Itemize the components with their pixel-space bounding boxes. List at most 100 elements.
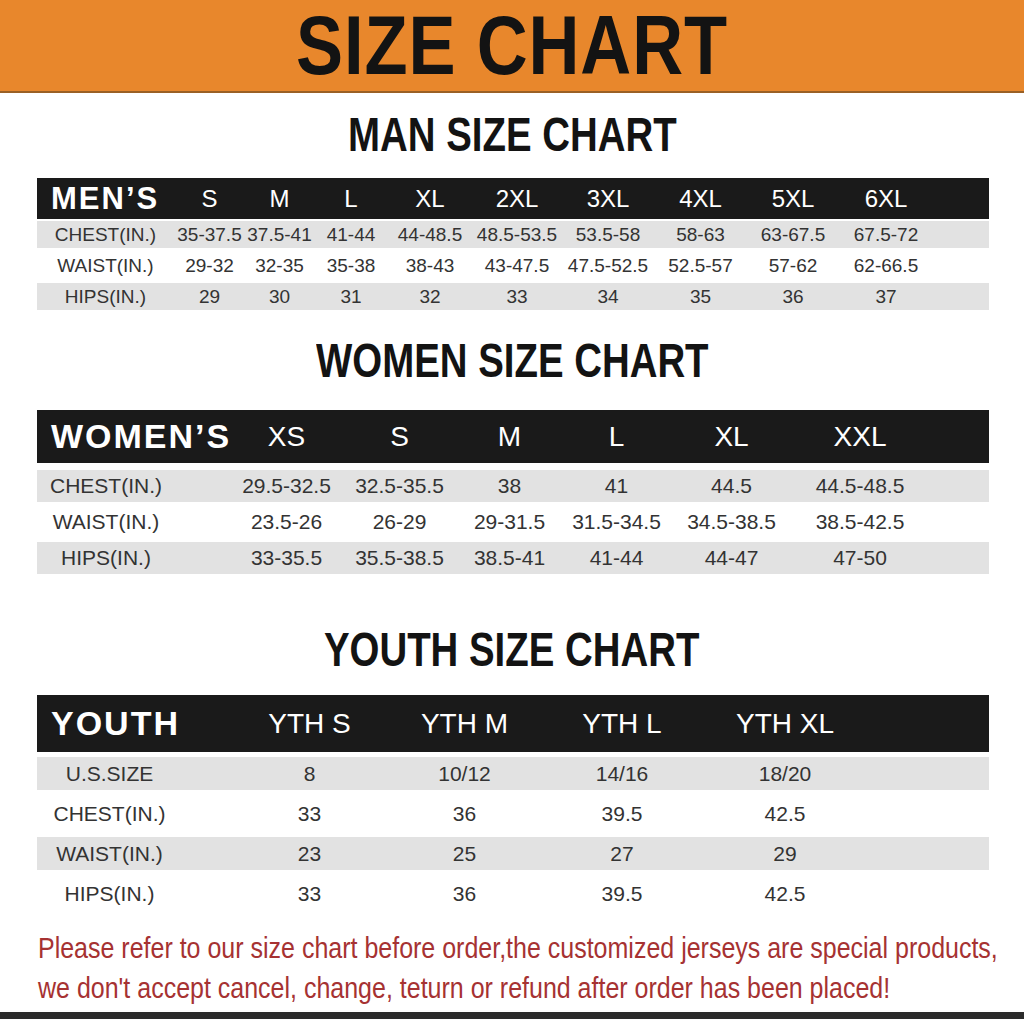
size-value: 32: [388, 286, 472, 308]
size-value: 44.5-48.5: [793, 474, 927, 498]
row-label: HIPS(IN.): [37, 546, 230, 570]
size-value: 58-63: [654, 224, 747, 246]
table-row: WAIST(IN.)23.5-2626-2929-31.531.5-34.534…: [37, 506, 989, 538]
size-value: 29-31.5: [456, 510, 563, 534]
size-value: 35-37.5: [174, 224, 245, 246]
size-value: 34: [562, 286, 654, 308]
size-value: 29: [174, 286, 245, 308]
size-value: 39.5: [542, 802, 702, 826]
page-title: SIZE CHART: [296, 4, 728, 87]
youth-size-table: YOUTHYTH SYTH MYTH LYTH XL U.S.SIZE810/12…: [37, 695, 989, 910]
group-label: MEN’S: [37, 181, 174, 217]
table-row: CHEST(IN.)35-37.537.5-4141-4444-48.548.5…: [37, 221, 989, 248]
size-value: 35.5-38.5: [343, 546, 456, 570]
column-header: 3XL: [562, 185, 654, 213]
size-value: 33: [232, 802, 387, 826]
size-value: 53.5-58: [562, 224, 654, 246]
size-value: 23: [232, 842, 387, 866]
size-value: 36: [387, 802, 542, 826]
group-label: WOMEN’S: [37, 417, 230, 456]
size-value: 30: [245, 286, 314, 308]
table-row: WAIST(IN.)23252729: [37, 837, 989, 870]
row-label: U.S.SIZE: [37, 762, 232, 786]
size-value: 47-50: [793, 546, 927, 570]
column-header: M: [245, 185, 314, 213]
table-row: WAIST(IN.)29-3232-3535-3838-4343-47.547.…: [37, 252, 989, 279]
column-header: YTH M: [387, 708, 542, 740]
size-value: 18/20: [702, 762, 868, 786]
size-value: 32-35: [245, 255, 314, 277]
size-value: 43-47.5: [472, 255, 562, 277]
column-header: 4XL: [654, 185, 747, 213]
table-row: HIPS(IN.)333639.542.5: [37, 877, 989, 910]
size-value: 38-43: [388, 255, 472, 277]
size-value: 38.5-42.5: [793, 510, 927, 534]
column-header: S: [174, 185, 245, 213]
size-value: 39.5: [542, 882, 702, 906]
table-row: U.S.SIZE810/1214/1618/20: [37, 757, 989, 790]
size-value: 63-67.5: [747, 224, 839, 246]
size-value: 25: [387, 842, 542, 866]
column-header: YTH S: [232, 708, 387, 740]
size-value: 62-66.5: [839, 255, 933, 277]
column-header: XL: [388, 185, 472, 213]
footer-line-2: we don't accept cancel, change, teturn o…: [38, 971, 890, 1004]
column-header: 6XL: [839, 185, 933, 213]
size-value: 44-47: [670, 546, 793, 570]
column-header: 5XL: [747, 185, 839, 213]
size-value: 47.5-52.5: [562, 255, 654, 277]
bottom-bar: [0, 1012, 1024, 1019]
size-value: 67.5-72: [839, 224, 933, 246]
size-value: 23.5-26: [230, 510, 343, 534]
youth-size-chart-heading: YOUTH SIZE CHART: [0, 626, 1024, 674]
row-label: CHEST(IN.): [37, 474, 230, 498]
women-size-table: WOMEN’SXSSMLXLXXL CHEST(IN.)29.5-32.532.5…: [37, 410, 989, 574]
table-header-row: WOMEN’SXSSMLXLXXL: [37, 410, 989, 463]
man-size-chart-heading: MAN SIZE CHART: [0, 111, 1024, 159]
size-value: 14/16: [542, 762, 702, 786]
size-value: 36: [387, 882, 542, 906]
size-value: 34.5-38.5: [670, 510, 793, 534]
size-value: 29-32: [174, 255, 245, 277]
column-header: L: [314, 185, 388, 213]
column-header: XS: [230, 421, 343, 453]
table-header-row: MEN’SSMLXL2XL3XL4XL5XL6XL: [37, 178, 989, 219]
column-header: XXL: [793, 421, 927, 453]
size-value: 41-44: [563, 546, 670, 570]
men-size-table: MEN’SSMLXL2XL3XL4XL5XL6XLCHEST(IN.)35-37…: [37, 178, 989, 310]
size-value: 31.5-34.5: [563, 510, 670, 534]
table-row: HIPS(IN.)293031323334353637: [37, 283, 989, 310]
size-value: 10/12: [387, 762, 542, 786]
size-value: 33: [232, 882, 387, 906]
table-row: HIPS(IN.)33-35.535.5-38.538.5-4141-4444-…: [37, 542, 989, 574]
size-value: 37: [839, 286, 933, 308]
size-value: 42.5: [702, 802, 868, 826]
size-value: 37.5-41: [245, 224, 314, 246]
column-header: L: [563, 421, 670, 453]
size-value: 29: [702, 842, 868, 866]
row-label: WAIST(IN.): [37, 510, 230, 534]
group-label: YOUTH: [37, 704, 232, 743]
column-header: M: [456, 421, 563, 453]
size-value: 42.5: [702, 882, 868, 906]
size-value: 33: [472, 286, 562, 308]
footer-note: Please refer to our size chart before or…: [38, 928, 998, 1008]
row-label: WAIST(IN.): [37, 255, 174, 277]
size-value: 38: [456, 474, 563, 498]
size-value: 38.5-41: [456, 546, 563, 570]
size-value: 31: [314, 286, 388, 308]
size-value: 35: [654, 286, 747, 308]
table-header-row: YOUTHYTH SYTH MYTH LYTH XL: [37, 695, 989, 752]
size-value: 52.5-57: [654, 255, 747, 277]
size-value: 35-38: [314, 255, 388, 277]
size-value: 48.5-53.5: [472, 224, 562, 246]
size-value: 26-29: [343, 510, 456, 534]
table-row: CHEST(IN.)333639.542.5: [37, 797, 989, 830]
size-value: 33-35.5: [230, 546, 343, 570]
column-header: S: [343, 421, 456, 453]
women-size-chart-heading: WOMEN SIZE CHART: [0, 337, 1024, 385]
table-row: CHEST(IN.)29.5-32.532.5-35.5384144.544.5…: [37, 470, 989, 502]
column-header: XL: [670, 421, 793, 453]
size-chart-page: SIZE CHART MAN SIZE CHART MEN’SSMLXL2XL3…: [0, 0, 1024, 1019]
row-label: WAIST(IN.): [37, 842, 232, 866]
